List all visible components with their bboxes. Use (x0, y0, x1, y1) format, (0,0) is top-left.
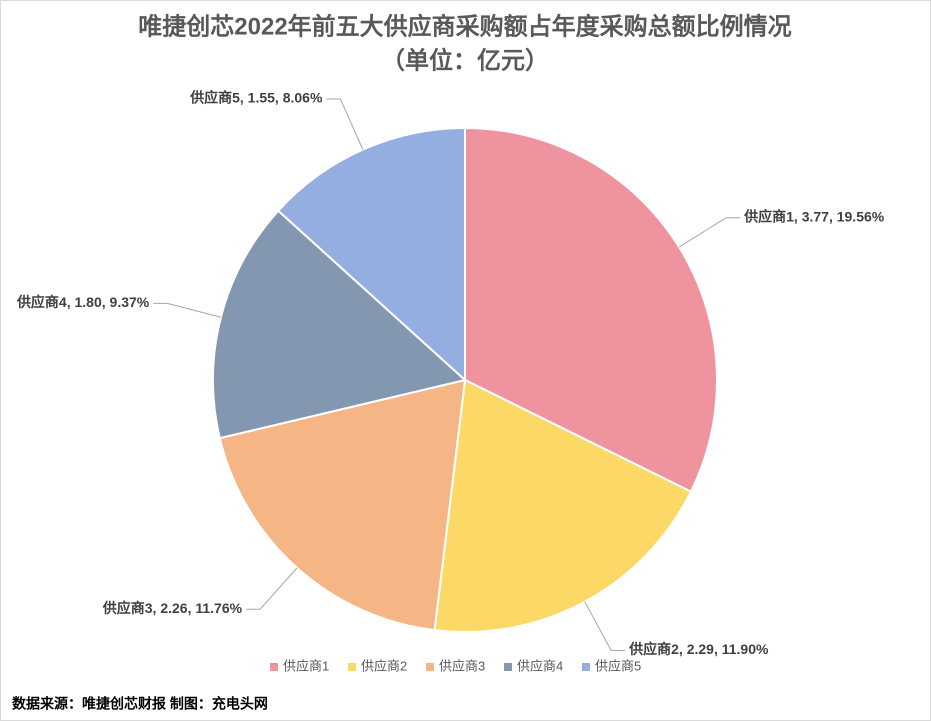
legend-label: 供应商4 (517, 658, 563, 673)
data-label: 供应商1, 3.77, 19.56% (743, 208, 885, 224)
legend-swatch (348, 663, 356, 671)
chart-subtitle: （单位：亿元） (381, 46, 549, 74)
legend-swatch (582, 663, 590, 671)
source-note: 数据来源：唯捷创芯财报 制图：充电头网 (12, 696, 268, 712)
leader-line (326, 98, 364, 150)
legend-swatch (270, 663, 278, 671)
leader-line (153, 302, 222, 318)
data-label: 供应商2, 2.29, 11.90% (628, 641, 769, 657)
leader-line (246, 567, 298, 610)
leader-line (678, 217, 741, 248)
legend-swatch (504, 663, 512, 671)
pie-slice (464, 126, 718, 493)
leader-line (584, 601, 626, 651)
legend-label: 供应商1 (283, 658, 329, 673)
data-label: 供应商3, 2.26, 11.76% (102, 600, 243, 616)
legend-label: 供应商5 (595, 658, 641, 673)
data-label: 供应商4, 1.80, 9.37% (16, 294, 150, 310)
pie-slice (433, 378, 693, 633)
legend-swatch (426, 663, 434, 671)
chart-title: 唯捷创芯2022年前五大供应商采购额占年度采购总额比例情况 (138, 12, 791, 40)
pie-slice (212, 209, 468, 440)
data-label: 供应商5, 1.55, 8.06% (189, 90, 323, 106)
legend-label: 供应商2 (361, 658, 407, 673)
legend-label: 供应商3 (439, 658, 485, 673)
